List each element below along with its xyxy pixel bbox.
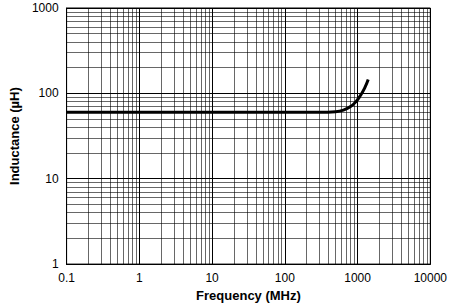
svg-text:10: 10 <box>45 172 59 186</box>
svg-text:0.1: 0.1 <box>58 271 75 285</box>
svg-text:1000: 1000 <box>344 271 371 285</box>
svg-text:1: 1 <box>52 257 59 271</box>
svg-text:10000: 10000 <box>414 271 448 285</box>
svg-text:10: 10 <box>205 271 219 285</box>
svg-text:Frequency (MHz): Frequency (MHz) <box>196 288 301 303</box>
svg-text:100: 100 <box>275 271 295 285</box>
svg-text:100: 100 <box>39 86 59 100</box>
svg-text:Inductance (µH): Inductance (µH) <box>7 87 22 185</box>
svg-text:1: 1 <box>136 271 143 285</box>
svg-text:1000: 1000 <box>32 1 59 15</box>
